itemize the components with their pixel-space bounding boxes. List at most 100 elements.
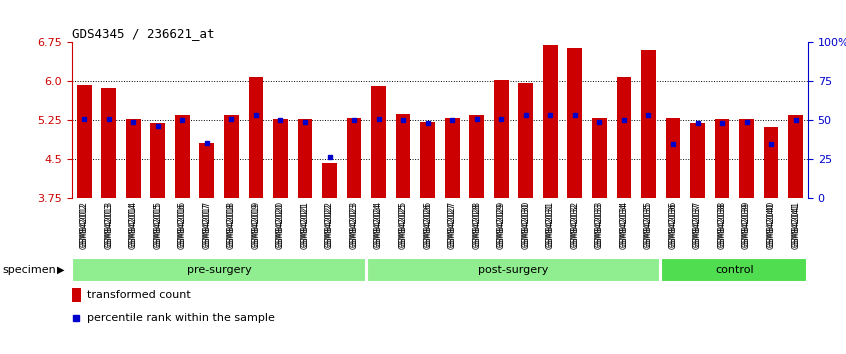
Text: GSM842029: GSM842029 bbox=[497, 203, 506, 249]
Text: GSM842033: GSM842033 bbox=[595, 201, 604, 247]
Text: GSM842024: GSM842024 bbox=[374, 203, 383, 249]
Bar bbox=[371, 86, 386, 198]
Bar bbox=[200, 143, 214, 198]
Bar bbox=[72, 288, 81, 302]
Text: GSM842041: GSM842041 bbox=[791, 203, 800, 249]
Bar bbox=[641, 50, 656, 198]
FancyBboxPatch shape bbox=[662, 258, 807, 282]
Text: GSM842038: GSM842038 bbox=[717, 201, 727, 247]
Bar bbox=[322, 164, 337, 198]
Text: GSM842021: GSM842021 bbox=[300, 203, 310, 249]
Bar bbox=[102, 88, 116, 198]
Text: GSM842025: GSM842025 bbox=[398, 201, 408, 247]
Text: GSM842040: GSM842040 bbox=[766, 201, 776, 247]
Text: GSM842032: GSM842032 bbox=[570, 203, 580, 249]
Text: GSM842013: GSM842013 bbox=[104, 201, 113, 247]
Text: GSM842037: GSM842037 bbox=[693, 203, 702, 249]
Text: GSM842012: GSM842012 bbox=[80, 203, 89, 249]
Text: GSM842035: GSM842035 bbox=[644, 203, 653, 249]
Text: GSM842023: GSM842023 bbox=[349, 203, 359, 249]
Text: GSM842016: GSM842016 bbox=[178, 203, 187, 249]
Bar bbox=[788, 115, 803, 198]
Bar bbox=[298, 119, 312, 198]
Bar bbox=[151, 123, 165, 198]
Bar bbox=[543, 45, 558, 198]
Text: GSM842015: GSM842015 bbox=[153, 201, 162, 247]
Text: GSM842017: GSM842017 bbox=[202, 201, 212, 247]
Text: GSM842029: GSM842029 bbox=[497, 201, 506, 247]
Text: GSM842034: GSM842034 bbox=[619, 201, 629, 247]
Text: GSM842035: GSM842035 bbox=[644, 201, 653, 247]
Bar bbox=[396, 114, 410, 198]
Bar bbox=[420, 122, 435, 198]
Bar bbox=[470, 115, 484, 198]
Text: GSM842021: GSM842021 bbox=[300, 201, 310, 247]
Bar bbox=[666, 118, 680, 198]
Text: GSM842026: GSM842026 bbox=[423, 201, 432, 247]
Text: GSM842026: GSM842026 bbox=[423, 203, 432, 249]
Text: GSM842018: GSM842018 bbox=[227, 203, 236, 249]
Text: GSM842020: GSM842020 bbox=[276, 203, 285, 249]
Bar bbox=[592, 118, 607, 198]
Text: GDS4345 / 236621_at: GDS4345 / 236621_at bbox=[72, 27, 214, 40]
Text: pre-surgery: pre-surgery bbox=[187, 265, 251, 275]
Text: GSM842036: GSM842036 bbox=[668, 201, 678, 247]
Bar bbox=[126, 119, 140, 198]
Text: GSM842037: GSM842037 bbox=[693, 201, 702, 247]
Text: GSM842036: GSM842036 bbox=[668, 203, 678, 249]
Bar bbox=[715, 119, 729, 198]
Text: transformed count: transformed count bbox=[86, 290, 190, 300]
Bar bbox=[77, 85, 91, 198]
Text: GSM842031: GSM842031 bbox=[546, 203, 555, 249]
Bar bbox=[224, 115, 239, 198]
Text: GSM842030: GSM842030 bbox=[521, 203, 530, 249]
Text: GSM842025: GSM842025 bbox=[398, 203, 408, 249]
Text: GSM842022: GSM842022 bbox=[325, 203, 334, 249]
Bar bbox=[739, 119, 754, 198]
Text: GSM842027: GSM842027 bbox=[448, 203, 457, 249]
Text: GSM842017: GSM842017 bbox=[202, 203, 212, 249]
Text: GSM842031: GSM842031 bbox=[546, 201, 555, 247]
Text: GSM842027: GSM842027 bbox=[448, 201, 457, 247]
Text: GSM842023: GSM842023 bbox=[349, 201, 359, 247]
Text: GSM842014: GSM842014 bbox=[129, 201, 138, 247]
Text: GSM842030: GSM842030 bbox=[521, 201, 530, 247]
Bar bbox=[519, 83, 533, 198]
Text: GSM842024: GSM842024 bbox=[374, 201, 383, 247]
Text: GSM842039: GSM842039 bbox=[742, 201, 751, 247]
Bar bbox=[249, 77, 263, 198]
Bar bbox=[273, 119, 288, 198]
Bar bbox=[568, 48, 582, 198]
Text: GSM842019: GSM842019 bbox=[251, 203, 261, 249]
Text: GSM842041: GSM842041 bbox=[791, 201, 800, 247]
Text: ▶: ▶ bbox=[57, 265, 64, 275]
Text: GSM842019: GSM842019 bbox=[251, 201, 261, 247]
Text: GSM842034: GSM842034 bbox=[619, 203, 629, 249]
Text: GSM842039: GSM842039 bbox=[742, 203, 751, 249]
Text: specimen: specimen bbox=[3, 265, 57, 275]
Text: post-surgery: post-surgery bbox=[478, 265, 549, 275]
FancyBboxPatch shape bbox=[367, 258, 660, 282]
Text: control: control bbox=[715, 265, 754, 275]
Text: GSM842028: GSM842028 bbox=[472, 201, 481, 247]
Text: GSM842028: GSM842028 bbox=[472, 203, 481, 249]
FancyBboxPatch shape bbox=[73, 258, 365, 282]
Text: GSM842038: GSM842038 bbox=[717, 203, 727, 249]
Text: GSM842022: GSM842022 bbox=[325, 201, 334, 247]
Bar bbox=[175, 115, 190, 198]
Text: GSM842020: GSM842020 bbox=[276, 201, 285, 247]
Text: GSM842016: GSM842016 bbox=[178, 201, 187, 247]
Bar bbox=[617, 77, 631, 198]
Text: GSM842015: GSM842015 bbox=[153, 203, 162, 249]
Bar bbox=[690, 123, 705, 198]
Text: GSM842012: GSM842012 bbox=[80, 201, 89, 247]
Text: GSM842040: GSM842040 bbox=[766, 203, 776, 249]
Bar bbox=[764, 127, 778, 198]
Text: GSM842032: GSM842032 bbox=[570, 201, 580, 247]
Bar bbox=[494, 80, 508, 198]
Text: GSM842018: GSM842018 bbox=[227, 201, 236, 247]
Text: GSM842033: GSM842033 bbox=[595, 203, 604, 249]
Bar bbox=[347, 118, 361, 198]
Text: GSM842013: GSM842013 bbox=[104, 203, 113, 249]
Text: GSM842014: GSM842014 bbox=[129, 203, 138, 249]
